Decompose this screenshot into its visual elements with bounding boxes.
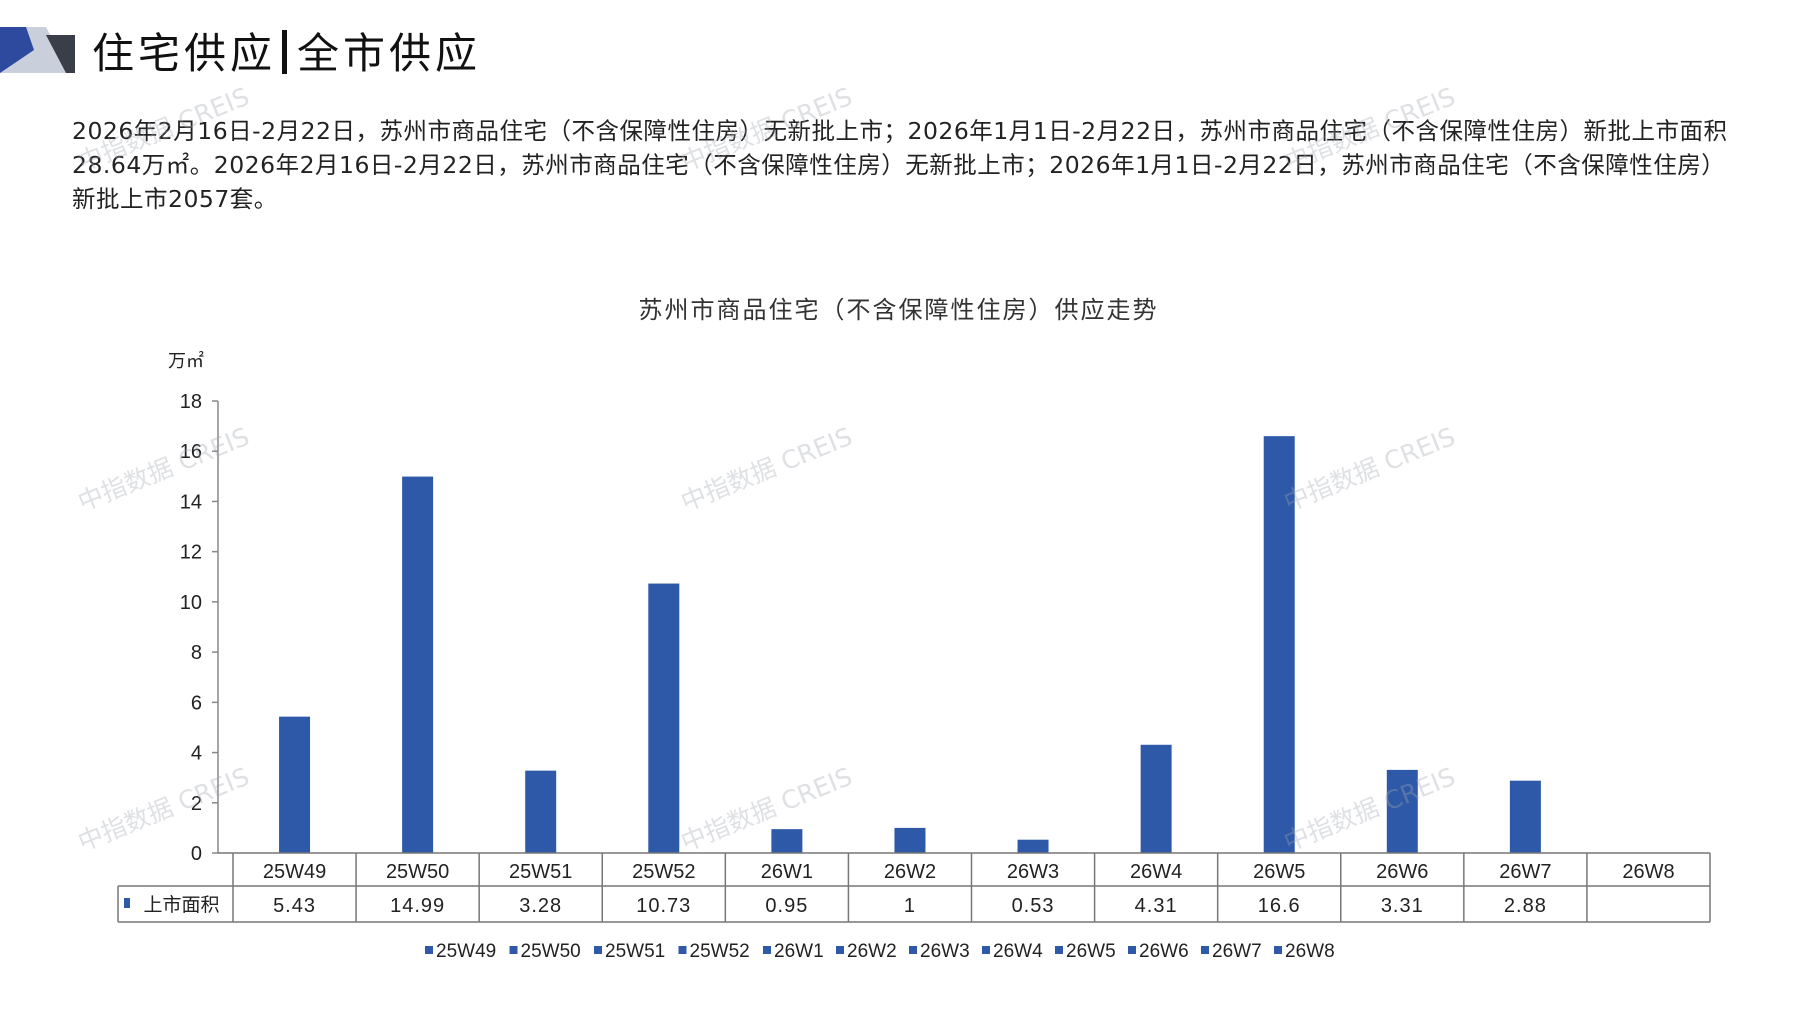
y-axis-label: 万㎡ <box>168 350 204 371</box>
legend-swatch <box>425 946 433 954</box>
x-tick-label: 25W50 <box>386 861 449 883</box>
page-title-right: 全市供应 <box>297 29 482 78</box>
y-tick-label: 18 <box>180 391 202 413</box>
y-tick-label: 8 <box>191 642 202 664</box>
legend-item: 25W50 <box>521 941 581 962</box>
data-label: 0.53 <box>1012 895 1055 917</box>
y-tick-label: 0 <box>191 843 202 865</box>
chart-title: 苏州市商品住宅（不含保障性住房）供应走势 <box>638 296 1159 324</box>
legend-item: 25W51 <box>605 941 665 962</box>
legend-item: 25W52 <box>690 941 750 962</box>
data-label: 3.31 <box>1381 895 1424 917</box>
data-label: 1 <box>904 895 916 917</box>
page-title: 住宅供应 全市供应 <box>92 20 481 81</box>
x-tick-label: 26W6 <box>1376 861 1428 883</box>
header-logo <box>0 27 75 73</box>
series-name-label: 上市面积 <box>143 894 219 916</box>
data-label: 3.28 <box>519 895 562 917</box>
legend-item: 26W4 <box>993 941 1043 962</box>
data-label: 4.31 <box>1135 895 1178 917</box>
legend-swatch <box>678 946 687 954</box>
bar-26W4 <box>1140 744 1172 853</box>
x-tick-label: 26W2 <box>884 861 936 883</box>
page-title-left: 住宅供应 <box>92 29 277 78</box>
x-tick-label: 26W1 <box>761 861 813 883</box>
legend-swatch <box>763 946 771 954</box>
bar-25W52 <box>648 583 680 853</box>
legend-item: 26W1 <box>774 941 824 962</box>
data-label: 5.43 <box>273 895 316 917</box>
y-tick-label: 16 <box>180 441 202 463</box>
legend-swatch <box>509 946 518 954</box>
x-tick-label: 26W3 <box>1007 861 1059 883</box>
legend-swatch <box>594 946 602 954</box>
legend-swatch <box>909 946 917 954</box>
legend-item: 26W7 <box>1212 941 1262 962</box>
x-tick-label: 25W52 <box>632 861 695 883</box>
legend-swatch <box>1128 946 1136 954</box>
legend-item: 26W3 <box>920 941 970 962</box>
x-tick-label: 26W5 <box>1253 861 1305 883</box>
data-label: 14.99 <box>390 895 445 917</box>
y-tick-label: 10 <box>180 592 202 614</box>
x-tick-label: 26W8 <box>1622 861 1674 883</box>
legend-item: 26W2 <box>847 941 897 962</box>
bar-25W49 <box>279 716 311 853</box>
y-tick-label: 2 <box>191 793 202 815</box>
legend-swatch <box>1274 946 1282 954</box>
data-label: 0.95 <box>765 895 808 917</box>
legend-item: 26W5 <box>1066 941 1116 962</box>
bar-25W50 <box>402 476 434 853</box>
y-tick-label: 14 <box>180 491 202 513</box>
y-tick-label: 12 <box>180 542 202 564</box>
data-label: 10.73 <box>636 895 691 917</box>
legend-swatch <box>836 946 844 954</box>
bar-26W1 <box>771 829 803 853</box>
x-tick-label: 25W49 <box>263 861 326 883</box>
bar-26W5 <box>1263 436 1295 853</box>
y-tick-label: 4 <box>191 743 202 765</box>
x-tick-label: 26W4 <box>1130 861 1182 883</box>
x-tick-label: 26W7 <box>1499 861 1551 883</box>
legend-item: 26W8 <box>1285 941 1335 962</box>
bar-26W6 <box>1386 769 1418 853</box>
y-tick-label: 6 <box>191 692 202 714</box>
legend-item: 26W6 <box>1139 941 1189 962</box>
bar-26W3 <box>1017 839 1049 853</box>
legend-swatch <box>1201 946 1209 954</box>
x-tick-label: 25W51 <box>509 861 572 883</box>
intro-paragraph: 2026年2月16日-2月22日，苏州市商品住宅（不含保障性住房）无新批上市；2… <box>72 117 1728 213</box>
bar-26W2 <box>894 827 926 853</box>
data-label: 16.6 <box>1258 895 1301 917</box>
legend-swatch <box>982 946 990 954</box>
bar-26W7 <box>1509 780 1541 853</box>
legend-swatch <box>1055 946 1063 954</box>
title-separator <box>282 30 288 74</box>
series-key-swatch <box>124 898 130 908</box>
data-label: 2.88 <box>1504 895 1547 917</box>
bar-25W51 <box>525 770 557 853</box>
legend-item: 25W49 <box>436 941 496 962</box>
